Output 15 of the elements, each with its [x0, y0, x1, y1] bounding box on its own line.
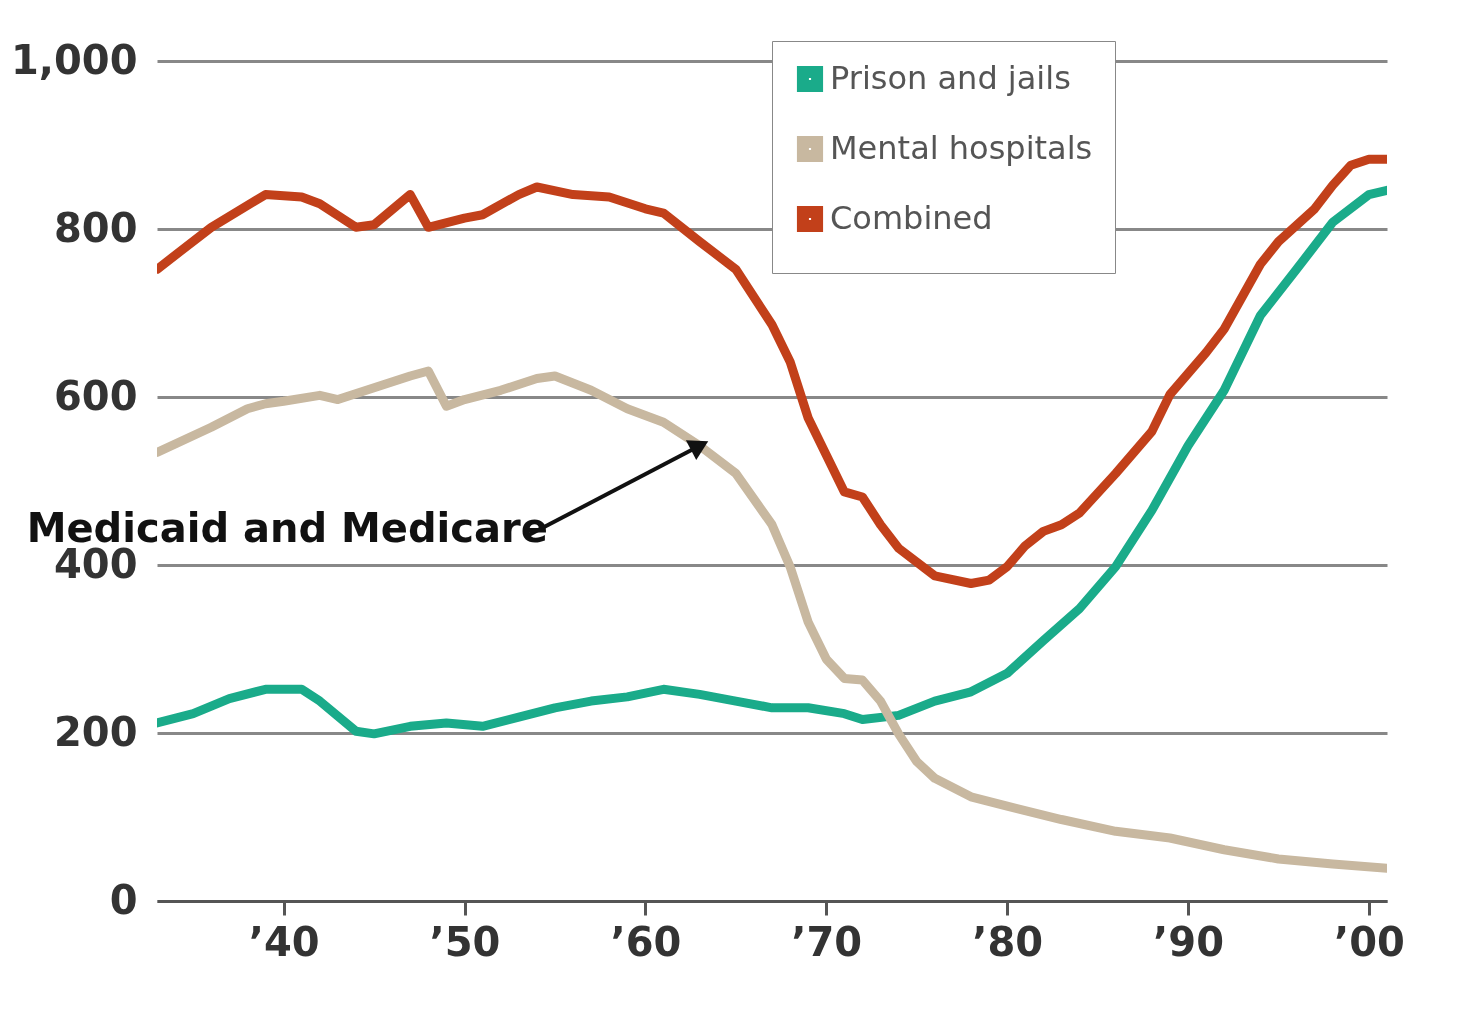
y-tick-label: 0 [109, 876, 138, 923]
x-tick-label: ’40 [248, 918, 320, 965]
y-tick-label: 800 [54, 204, 138, 251]
x-tick-label: ’60 [610, 918, 682, 965]
x-tick-label: ’80 [972, 918, 1044, 965]
y-tick-label: 200 [54, 708, 138, 755]
x-tick-label: ’00 [1333, 918, 1405, 965]
x-tick-label: ’70 [791, 918, 863, 965]
x-tick-label: ’90 [1153, 918, 1224, 965]
x-tick-label: ’50 [429, 918, 501, 965]
legend-label: Mental hospitals [830, 129, 1093, 167]
legend-label: Combined [830, 199, 993, 237]
y-tick-label: 600 [54, 372, 138, 419]
legend-label: Prison and jails [830, 59, 1071, 97]
y-tick-label: 1,000 [10, 36, 138, 83]
